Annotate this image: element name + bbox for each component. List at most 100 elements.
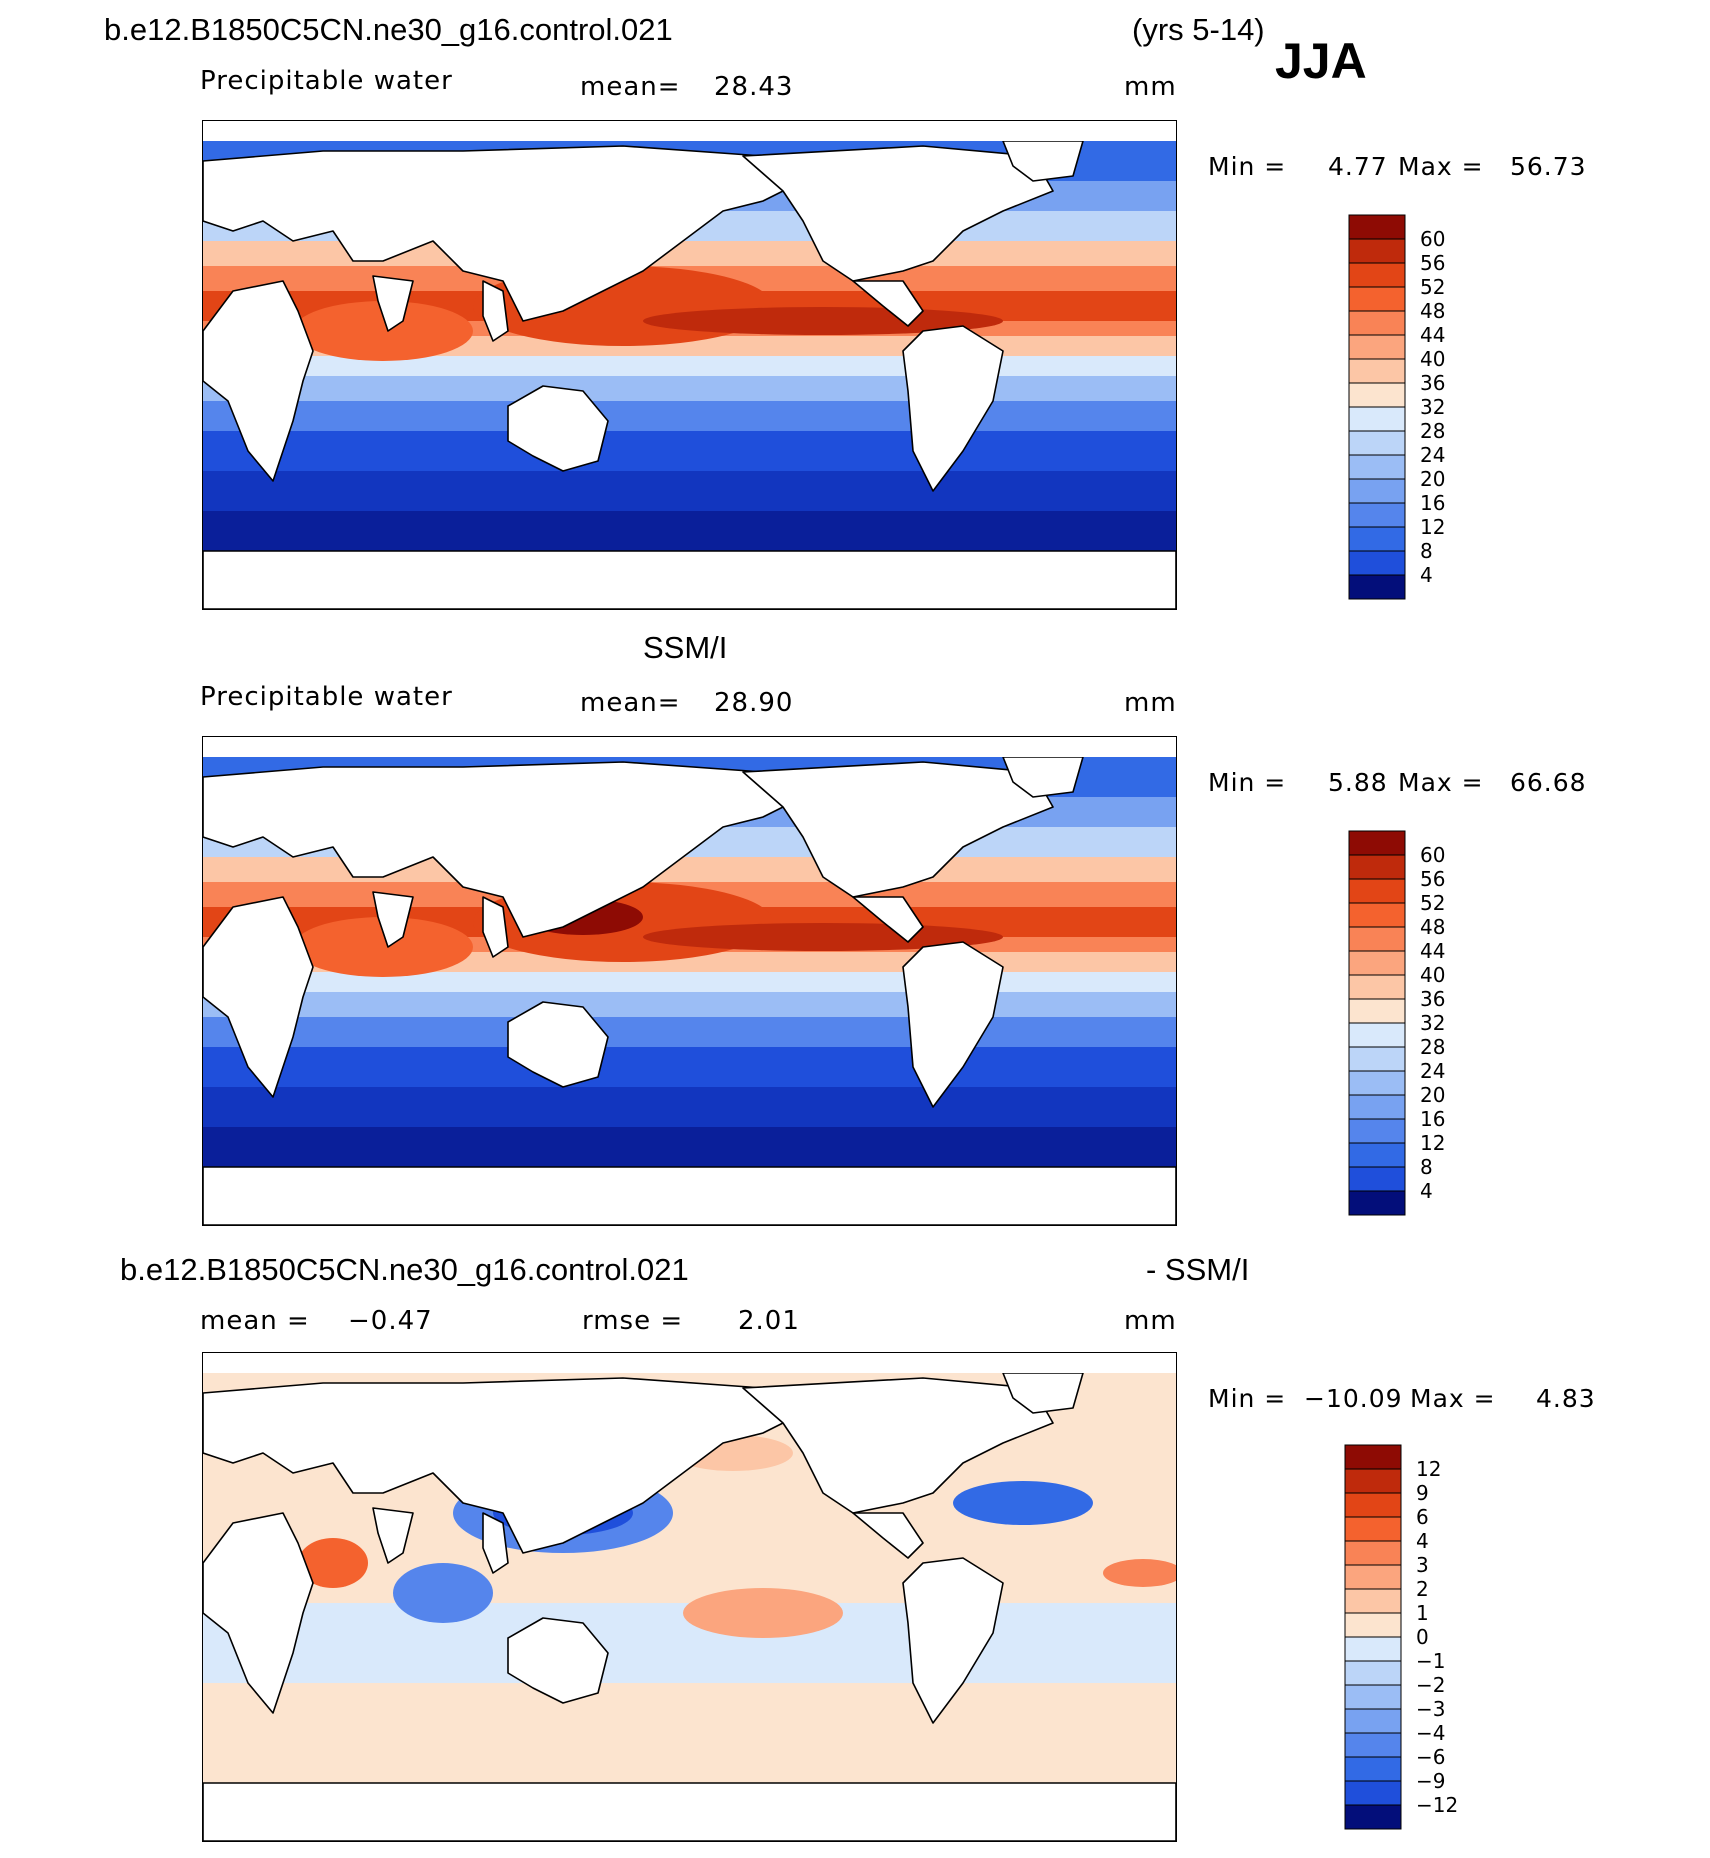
p2-min-label: Min =: [1208, 768, 1287, 797]
colorbar-box-9: [1348, 1046, 1406, 1072]
colorbar-box-1: [1344, 1468, 1402, 1494]
colorbar-box-9: [1344, 1660, 1402, 1686]
colorbar-box-4: [1348, 310, 1406, 336]
band-8: [203, 356, 1176, 376]
colorbar-label-5: 40: [1420, 963, 1445, 987]
arctic-mask: [203, 737, 1176, 757]
p2-mean-label: mean=: [580, 688, 681, 718]
continent-6: [852, 280, 924, 327]
p1-colorbar: 60 56 52 48 44 40 36 32 28 24 20 16 12 8 4: [1348, 214, 1488, 607]
colorbar-label-8: −1: [1416, 1649, 1445, 1673]
p1-map-svg: [203, 121, 1176, 609]
colorbar-label-7: 32: [1420, 1011, 1445, 1035]
colorbar-label-11: −4: [1416, 1721, 1445, 1745]
continent-1: [203, 1377, 804, 1554]
colorbar-label-5: 40: [1420, 347, 1445, 371]
colorbar-box-5: [1344, 1564, 1402, 1590]
continent-9: [203, 1166, 1176, 1225]
colorbar-label-4: 44: [1420, 323, 1445, 347]
colorbar-box-10: [1348, 1070, 1406, 1096]
band-9: [203, 992, 1176, 1017]
continent-1: [203, 145, 804, 322]
p2-min-value: 5.88: [1328, 768, 1388, 797]
colorbar-box-8: [1344, 1636, 1402, 1662]
arctic-mask: [203, 1353, 1176, 1373]
arctic-mask: [203, 121, 1176, 141]
colorbar-box-8: [1348, 406, 1406, 432]
diff-io-neg: [393, 1563, 493, 1623]
p2-max-value: 66.68: [1510, 768, 1587, 797]
colorbar-label-14: −12: [1416, 1793, 1458, 1817]
colorbar-box-12: [1348, 1118, 1406, 1144]
season-label: JJA: [1275, 33, 1367, 89]
p3-max-label: Max =: [1410, 1384, 1496, 1413]
colorbar-label-10: 20: [1420, 467, 1445, 491]
continent-0: [203, 280, 314, 482]
band-12: [203, 1087, 1176, 1127]
case-title: b.e12.B1850C5CN.ne30_g16.control.021: [104, 12, 673, 47]
colorbar-label-8: 28: [1420, 1035, 1445, 1059]
colorbar-label-4: 3: [1416, 1553, 1429, 1577]
continent-9: [203, 1782, 1176, 1841]
colorbar-box-1: [1348, 854, 1406, 880]
colorbar-label-12: 12: [1420, 1131, 1445, 1155]
indian-ocean-warm: [293, 301, 473, 361]
band-10: [203, 401, 1176, 431]
continent-3: [482, 280, 509, 342]
colorbar-box-13: [1348, 526, 1406, 552]
colorbar-label-11: 16: [1420, 491, 1445, 515]
colorbar-box-13: [1348, 1142, 1406, 1168]
colorbar-box-1: [1348, 238, 1406, 264]
colorbar-box-7: [1348, 382, 1406, 408]
colorbar-label-13: −9: [1416, 1769, 1445, 1793]
colorbar-box-0: [1344, 1444, 1402, 1470]
land: [203, 140, 1176, 609]
continent-6: [852, 896, 924, 943]
colorbar-label-7: 0: [1416, 1625, 1429, 1649]
colorbar-label-14: 4: [1420, 1179, 1433, 1203]
colorbar-label-1: 9: [1416, 1481, 1429, 1505]
colorbar-label-10: −3: [1416, 1697, 1445, 1721]
colorbar-label-13: 8: [1420, 539, 1433, 563]
colorbar-box-7: [1344, 1612, 1402, 1638]
p1-max-label: Max =: [1398, 152, 1484, 181]
colorbar-box-9: [1348, 430, 1406, 456]
colorbar-label-11: 16: [1420, 1107, 1445, 1131]
continent-3: [482, 896, 509, 958]
continent-6: [852, 1512, 924, 1559]
continent-7: [902, 941, 1004, 1108]
colorbar-box-6: [1348, 974, 1406, 1000]
colorbar-label-6: 1: [1416, 1601, 1429, 1625]
colorbar-box-12: [1344, 1732, 1402, 1758]
p3-max-value: 4.83: [1536, 1384, 1596, 1413]
p3-map: [202, 1352, 1177, 1842]
p1-mean-label: mean=: [580, 72, 681, 102]
p3-map-svg: [203, 1353, 1176, 1841]
p2-map: [202, 736, 1177, 1226]
colorbar-box-3: [1344, 1516, 1402, 1542]
colorbar-box-15: [1348, 574, 1406, 600]
p3-colorbar: 12 9 6 4 3 2 1 0 −1 −2 −3 −4 −6 −9 −12: [1344, 1444, 1484, 1837]
p3-min-value: −10.09: [1304, 1384, 1403, 1413]
band-8: [203, 972, 1176, 992]
p3-mean-value: −0.47: [348, 1306, 433, 1336]
p3-title-right: - SSM/I: [1146, 1252, 1250, 1287]
colorbar-box-7: [1348, 998, 1406, 1024]
p1-max-value: 56.73: [1510, 152, 1587, 181]
p1-mean-value: 28.43: [714, 72, 794, 102]
continent-2: [372, 275, 414, 332]
continent-4: [507, 385, 609, 472]
colorbar-box-11: [1348, 1094, 1406, 1120]
continent-7: [902, 1557, 1004, 1724]
diff-atl-neg: [953, 1481, 1093, 1525]
colorbar-label-10: 20: [1420, 1083, 1445, 1107]
colorbar-box-3: [1348, 286, 1406, 312]
colorbar-label-3: 4: [1416, 1529, 1429, 1553]
p3-rmse-label: rmse =: [582, 1306, 684, 1336]
band-13: [203, 511, 1176, 551]
colorbar-label-9: 24: [1420, 443, 1445, 467]
land: [203, 756, 1176, 1225]
